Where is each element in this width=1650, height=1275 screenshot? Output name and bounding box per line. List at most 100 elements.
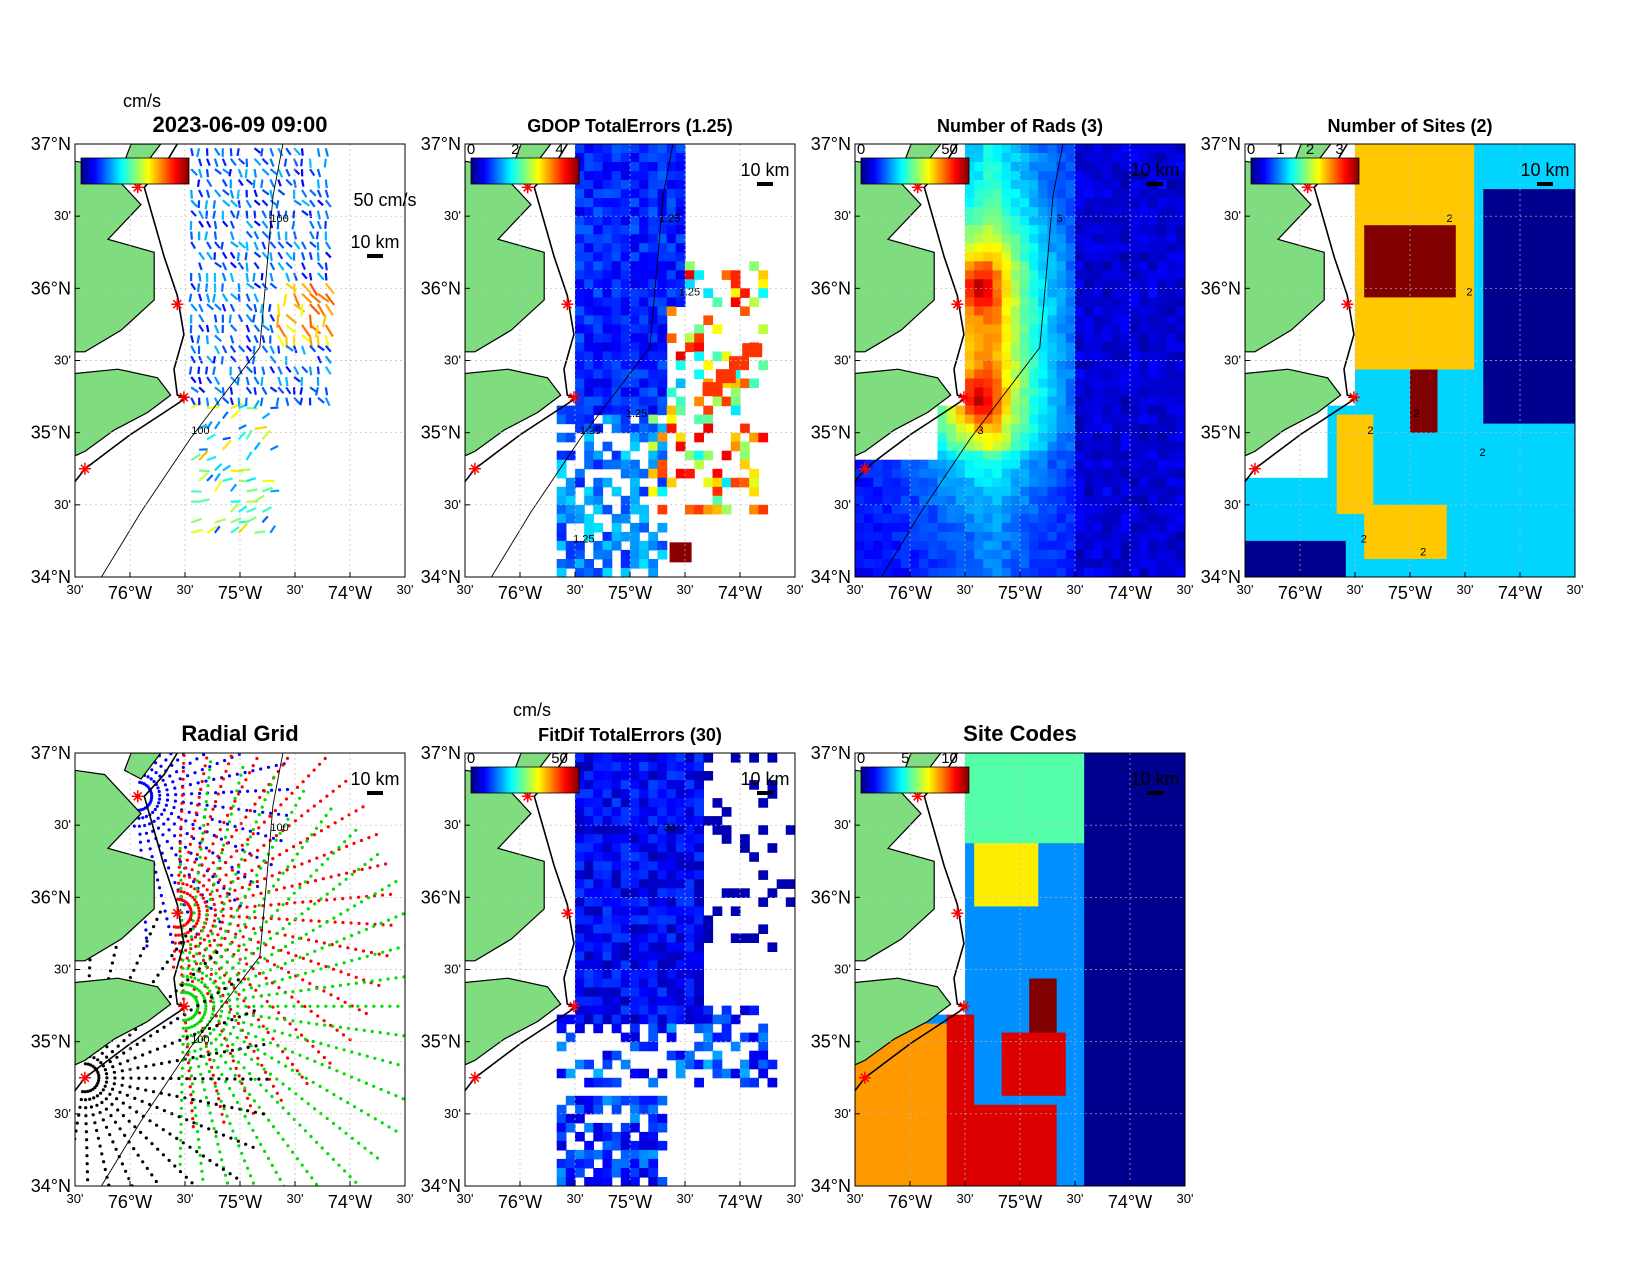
current-arrow — [261, 345, 269, 354]
field-cell — [1001, 559, 1012, 569]
current-arrow — [235, 210, 240, 219]
field-cell — [1437, 531, 1448, 542]
field-cell — [1483, 522, 1494, 533]
field-cell — [864, 468, 874, 479]
field-cell — [1166, 324, 1177, 334]
field-cell — [1001, 315, 1012, 325]
field-cell — [666, 162, 677, 172]
field-cell — [1075, 522, 1085, 533]
field-cell — [1029, 441, 1039, 452]
field-cell — [666, 153, 677, 163]
field-cell — [1428, 468, 1439, 479]
radial-point — [247, 694, 250, 697]
field-cell — [1455, 171, 1466, 181]
field-cell — [1345, 432, 1356, 443]
radial-point — [199, 1018, 203, 1022]
field-cell — [1400, 486, 1411, 497]
field-cell — [620, 234, 631, 244]
radial-point — [211, 851, 215, 855]
radial-point — [226, 992, 230, 996]
field-cell — [1111, 342, 1122, 353]
field-cell — [1565, 360, 1575, 371]
field-cell — [620, 324, 631, 334]
field-cell — [1047, 279, 1058, 289]
field-cell — [1520, 369, 1530, 380]
field-cell — [1130, 414, 1140, 425]
radial-point — [277, 1011, 281, 1015]
field-cell — [1510, 180, 1521, 190]
field-cell — [729, 356, 749, 371]
field-cell — [1020, 216, 1030, 226]
field-cell — [1139, 504, 1149, 515]
land — [465, 160, 545, 353]
field-cell — [1075, 378, 1085, 389]
field-cell — [1391, 207, 1402, 217]
field-cell — [1391, 198, 1402, 208]
radial-point — [154, 771, 158, 775]
radial-point — [368, 866, 372, 870]
radial-point — [245, 905, 249, 909]
field-cell — [1382, 351, 1393, 362]
field-cell — [611, 279, 622, 289]
radial-point — [232, 1025, 236, 1029]
field-cell — [584, 153, 594, 163]
field-cell — [974, 432, 984, 443]
field-cell — [983, 568, 994, 577]
field-cell — [593, 279, 604, 289]
field-cell — [1510, 396, 1521, 407]
field-cell — [611, 333, 622, 343]
field-cell — [1419, 378, 1429, 389]
radial-point — [199, 676, 202, 679]
field-cell — [1364, 171, 1374, 181]
field-cell — [983, 315, 994, 325]
field-cell — [602, 171, 613, 181]
field-cell — [1047, 261, 1058, 271]
radial-point — [161, 778, 165, 782]
radial-point — [193, 935, 198, 939]
field-cell — [1318, 486, 1329, 497]
field-cell — [1355, 468, 1365, 479]
radial-point — [207, 878, 211, 882]
field-cell — [1084, 171, 1094, 181]
current-arrow — [245, 210, 249, 219]
field-cell — [1093, 324, 1104, 334]
radial-point — [161, 833, 165, 837]
current-arrow — [212, 356, 216, 364]
radial-grid — [75, 676, 405, 1186]
field-cell — [1020, 387, 1030, 398]
radial-point — [161, 747, 164, 750]
radial-point — [200, 980, 204, 984]
field-cell — [965, 432, 975, 443]
field-cell — [1093, 252, 1104, 262]
field-cell — [1111, 549, 1122, 560]
current-arrow — [253, 199, 261, 206]
field-cell — [1093, 144, 1104, 154]
field-cell — [974, 234, 984, 244]
field-cell — [1400, 414, 1411, 425]
field-cell — [1336, 423, 1347, 434]
radial-point — [186, 1042, 190, 1046]
field-cell — [974, 378, 984, 389]
colorbar-bar — [80, 157, 190, 185]
current-arrow — [214, 189, 222, 198]
field-cell — [1130, 405, 1140, 416]
current-arrow — [315, 387, 319, 396]
field-cell — [1455, 360, 1466, 371]
field-cell — [1556, 387, 1567, 398]
current-arrow — [300, 345, 306, 355]
field-cell — [1364, 270, 1374, 280]
field-cell — [1038, 441, 1049, 452]
radial-point — [157, 789, 161, 794]
field-cell — [1263, 486, 1274, 497]
radial-point — [223, 973, 227, 977]
field-cell — [1056, 252, 1067, 262]
field-cell — [666, 171, 677, 181]
field-cell — [1446, 495, 1457, 506]
field-cell — [1455, 486, 1466, 497]
field-cell — [639, 486, 649, 497]
y-tick-label: 35°N — [1201, 423, 1241, 443]
current-arrow — [212, 200, 216, 209]
radial-point — [357, 921, 361, 926]
field-cell — [992, 180, 1003, 190]
field-cell — [1428, 333, 1439, 343]
